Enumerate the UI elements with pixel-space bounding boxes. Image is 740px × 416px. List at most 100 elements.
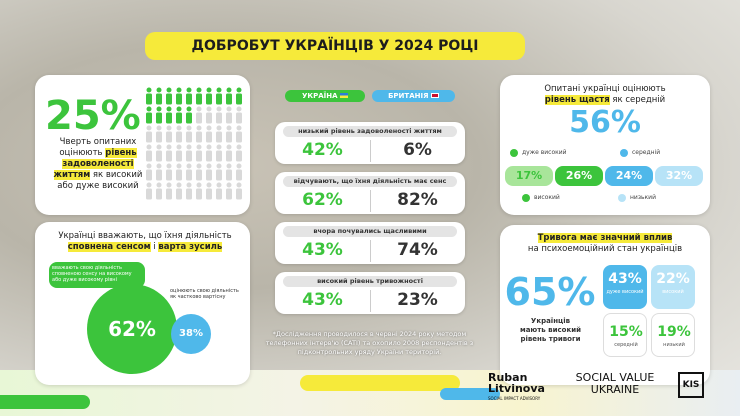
britain-value: 74% (397, 240, 438, 260)
ukraine-value: 62% (302, 190, 343, 210)
person-icon (186, 182, 192, 200)
person-icon (206, 106, 212, 124)
person-icon (216, 125, 222, 143)
anxiety-panel: Тривога має значний вплив на психоемоцій… (500, 225, 710, 385)
ukraine-value: 42% (302, 140, 343, 160)
person-icon (226, 182, 232, 200)
divider (370, 290, 371, 312)
text: і (153, 242, 156, 252)
britain-header: БРИТАНІЯ (372, 90, 455, 102)
person-icon (146, 106, 152, 124)
person-icon (216, 106, 222, 124)
text: як середній (612, 95, 666, 105)
happiness-legend: середній (620, 148, 690, 158)
person-icon (146, 87, 152, 105)
legend-label: низький (630, 194, 656, 201)
meaning-partial-bubble: 38% (171, 314, 211, 354)
text: як високий або дуже високий (57, 170, 143, 191)
person-icon (216, 182, 222, 200)
legend-label: дуже високий (522, 149, 567, 156)
happiness-segment: 17% (505, 166, 553, 186)
person-icon (156, 106, 162, 124)
person-icon (196, 144, 202, 162)
meaning-high-label: вважають свою діяльність сповненою сенсу… (49, 262, 145, 288)
column: УКРАЇНА (302, 92, 338, 100)
britain-value: 23% (397, 290, 438, 310)
person-icon (216, 163, 222, 181)
person-icon (186, 144, 192, 162)
anxiety-title: Тривога має значний вплив на психоемоцій… (505, 233, 705, 255)
happiness-segment: 26% (555, 166, 603, 186)
person-icon (236, 144, 242, 162)
person-icon (176, 106, 182, 124)
happiness-title: Опитані українці оцінюють рівень щастя я… (505, 84, 705, 106)
comparison-row: вчора почувались щасливими 43% 74% (275, 222, 465, 264)
anxiety-value: 65% (504, 270, 596, 314)
flag (339, 93, 348, 98)
person-icon (196, 125, 202, 143)
person-icon (226, 106, 232, 124)
anxiety-value: 15% (609, 324, 643, 340)
person-icon (196, 87, 202, 105)
highlight: Тривога має значний вплив (537, 233, 673, 243)
person-icon (156, 182, 162, 200)
person-icon (216, 144, 222, 162)
happiness-legend: дуже високий (510, 148, 580, 158)
person-icon (196, 106, 202, 124)
ukraine-value: 43% (302, 290, 343, 310)
person-icon (186, 106, 192, 124)
person-icon (206, 125, 212, 143)
legend-dot (510, 149, 518, 157)
anxiety-label: середній (614, 342, 638, 348)
person-icon (196, 163, 202, 181)
anxiety-value: 43% (608, 271, 642, 287)
text: Опитані українці оцінюють (544, 84, 666, 94)
title: ДОБРОБУТ УКРАЇНЦІВ У 2024 РОЦІ (145, 32, 525, 60)
flag (430, 93, 439, 98)
person-icon (146, 125, 152, 143)
comparison-row: високий рівень тривожності 43% 23% (275, 272, 465, 314)
meaning-title: Українці вважають, що їхня діяльність сп… (45, 231, 245, 253)
comparison-row: відчувають, що їхня діяльність має сенс 6… (275, 172, 465, 214)
highlight: варта зусиль (158, 242, 223, 252)
row-label: високий рівень тривожності (283, 276, 457, 287)
person-icon (156, 163, 162, 181)
logo-kis: KIS (678, 372, 704, 398)
happiness-legend: низький (618, 193, 688, 203)
person-icon (166, 125, 172, 143)
anxiety-label: низький (663, 342, 685, 348)
meaning-high-bubble: 62% (87, 284, 177, 374)
logo-svu: SOCIAL VALUE UKRAINE (575, 371, 655, 396)
person-icon (166, 163, 172, 181)
britain-value: 6% (403, 140, 432, 160)
divider (370, 240, 371, 262)
person-icon (166, 144, 172, 162)
happiness-value: 56% (569, 105, 641, 140)
satisfaction-panel: 25% Чверть опитаних оцінюють рівень задо… (35, 75, 250, 215)
anxiety-cell: 43% дуже високий (603, 265, 647, 309)
row-label: відчувають, що їхня діяльність має сенс (283, 176, 457, 187)
logo-ruban: Ruban Litvinova (488, 371, 545, 395)
person-icon (226, 163, 232, 181)
meaning-partial-label: оцінюють свою діяльність як частково вар… (170, 288, 239, 300)
legend-dot (522, 194, 530, 202)
person-icon (206, 144, 212, 162)
person-icon (236, 163, 242, 181)
highlight: сповнена сенсом (67, 242, 151, 252)
person-icon (146, 144, 152, 162)
divider (370, 190, 371, 212)
happiness-segment: 24% (605, 166, 653, 186)
person-icon (236, 87, 242, 105)
person-icon (176, 87, 182, 105)
person-icon (166, 87, 172, 105)
anxiety-value: 19% (657, 324, 691, 340)
anxiety-value: 22% (656, 271, 690, 287)
britain-value: 82% (397, 190, 438, 210)
person-icon (166, 182, 172, 200)
ukraine-header: УКРАЇНА (285, 90, 365, 102)
anxiety-label: високий (662, 289, 684, 295)
person-icon (156, 125, 162, 143)
legend-label: високий (534, 194, 560, 201)
text: на психоемоційний стан українців (527, 244, 683, 254)
